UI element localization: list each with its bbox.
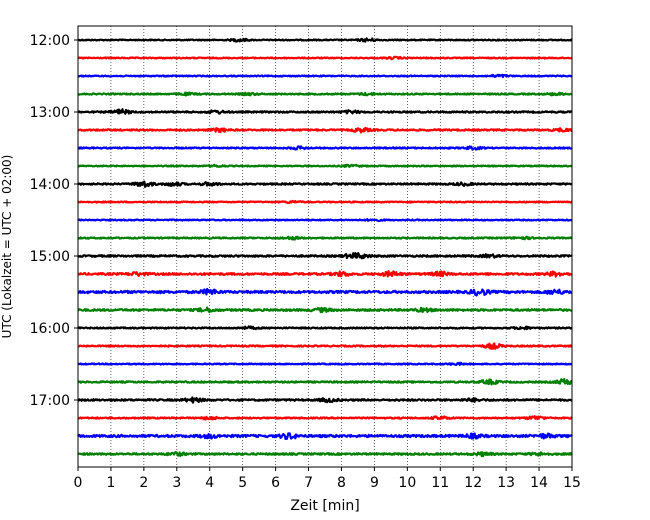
x-axis-ticks: 0 1 2 3 4 5 6 7 8 9 10 11 12 13 14 15	[74, 467, 581, 491]
trace-1300	[77, 108, 573, 115]
trace-1645	[77, 377, 573, 386]
x-tick-label: 6	[271, 475, 280, 491]
x-tick-label: 2	[139, 475, 148, 491]
x-axis-label: Zeit [min]	[290, 498, 359, 514]
y-tick-label: 16:00	[30, 321, 70, 337]
trace-1430	[77, 218, 573, 223]
trace-1530	[77, 287, 573, 297]
x-tick-label: 1	[106, 475, 115, 491]
trace-1545	[77, 306, 573, 314]
trace-1730	[77, 432, 573, 441]
trace-1245	[77, 91, 573, 97]
x-tick-label: 4	[205, 475, 214, 491]
x-tick-label: 3	[172, 475, 181, 491]
plot-frame	[77, 25, 573, 468]
y-axis-ticks: 12:00 13:00 14:00 15:00 16:00 17:00	[30, 33, 78, 409]
x-tick-label: 9	[370, 475, 379, 491]
x-tick-label: 8	[337, 475, 346, 491]
x-tick-label: 11	[431, 475, 449, 491]
x-tick-label: 10	[398, 475, 416, 491]
y-tick-label: 13:00	[30, 105, 70, 121]
trace-1715	[77, 415, 573, 421]
trace-1215	[77, 55, 573, 61]
x-tick-label: 7	[304, 475, 313, 491]
trace-1330	[77, 145, 573, 151]
trace-1230	[77, 73, 573, 79]
y-tick-label: 15:00	[30, 249, 70, 265]
y-tick-label: 12:00	[30, 33, 70, 49]
trace-1315	[77, 126, 573, 134]
trace-1745	[77, 451, 573, 458]
trace-1345	[77, 163, 573, 169]
trace-1700	[77, 396, 573, 404]
y-axis-label: UTC (Lokalzeit = UTC + 02:00)	[0, 155, 14, 339]
trace-1415	[77, 199, 573, 205]
x-tick-label: 13	[497, 475, 515, 491]
trace-1200	[77, 37, 573, 43]
trace-group	[77, 37, 573, 458]
x-tick-label: 15	[563, 475, 581, 491]
trace-1515	[77, 270, 573, 278]
trace-1445	[77, 235, 573, 241]
trace-1600	[77, 325, 573, 331]
x-tick-label: 14	[530, 475, 548, 491]
y-tick-label: 14:00	[30, 177, 70, 193]
x-tick-label: 0	[74, 475, 83, 491]
trace-1500	[77, 252, 573, 260]
trace-1400	[77, 180, 573, 188]
trace-1615	[77, 342, 573, 350]
x-tick-label: 12	[464, 475, 482, 491]
trace-1630	[77, 361, 573, 367]
y-tick-label: 17:00	[30, 393, 70, 409]
x-tick-label: 5	[238, 475, 247, 491]
